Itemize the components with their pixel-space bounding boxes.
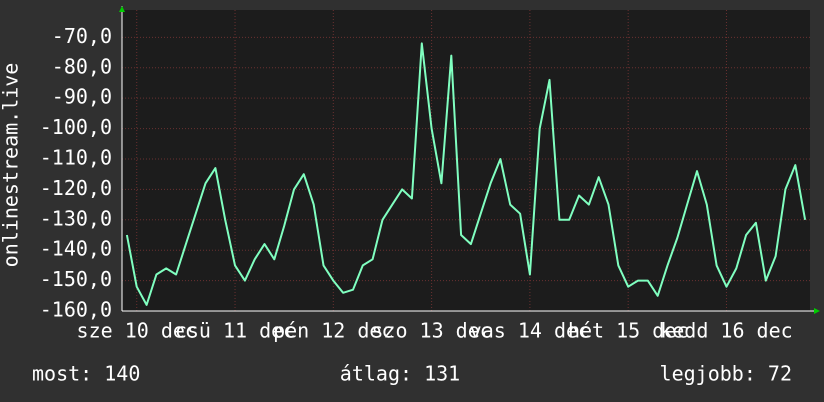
x-tick-label: kedd 16 dec xyxy=(660,319,792,343)
footer-best: legjobb: 72 xyxy=(660,362,792,386)
y-tick-label: -150,0 xyxy=(40,267,112,291)
x-axis-arrow xyxy=(814,308,820,314)
y-tick-label: -90,0 xyxy=(52,85,112,109)
x-tick-label: pén 12 dec xyxy=(273,319,393,343)
x-tick-label: csü 11 dec xyxy=(175,319,295,343)
x-tick-label: hét 15 dec xyxy=(568,319,688,343)
x-tick-label: vas 14 dec xyxy=(470,319,590,343)
plot-area xyxy=(122,10,810,311)
y-axis-arrow xyxy=(119,6,125,12)
y-tick-label: -110,0 xyxy=(40,145,112,169)
y-tick-label: -120,0 xyxy=(40,176,112,200)
y-tick-label: -100,0 xyxy=(40,115,112,139)
y-tick-label: -140,0 xyxy=(40,237,112,261)
footer-average: átlag: 131 xyxy=(340,362,460,386)
y-axis-label: onlinestream.live xyxy=(0,63,23,268)
x-tick-label: sze 10 dec xyxy=(77,319,197,343)
y-tick-label: -160,0 xyxy=(40,298,112,322)
x-tick-label: szo 13 dec xyxy=(371,319,491,343)
y-tick-label: -80,0 xyxy=(52,54,112,78)
y-tick-label: -70,0 xyxy=(52,24,112,48)
data-line xyxy=(125,42,807,306)
y-tick-label: -130,0 xyxy=(40,206,112,230)
footer-current: most: 140 xyxy=(32,362,140,386)
